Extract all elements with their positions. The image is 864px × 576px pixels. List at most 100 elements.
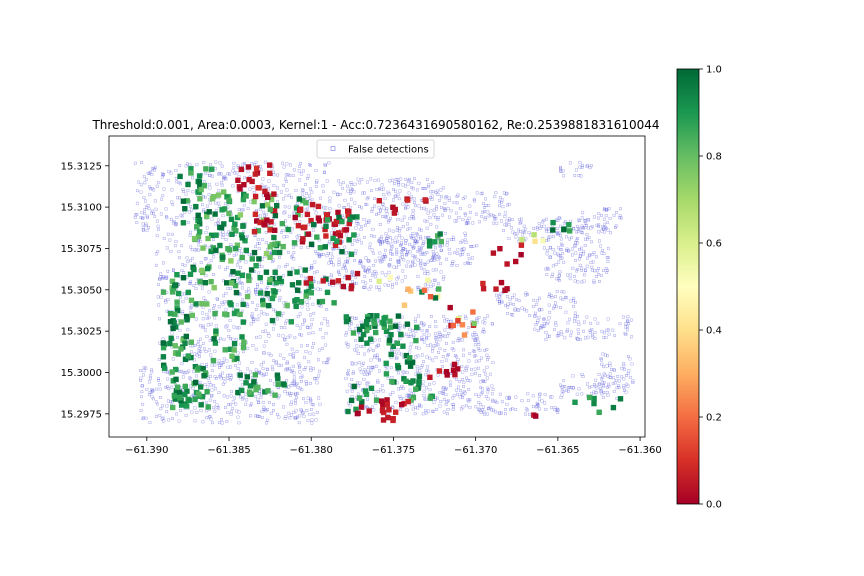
false-detection-point [220,164,224,168]
false-detection-point [337,247,341,250]
false-detection-point [628,357,632,361]
false-detection-point [469,245,473,249]
false-detection-point [300,214,303,218]
false-detection-point [223,380,227,384]
false-detection-point [362,218,366,221]
false-detection-point [471,333,475,337]
false-detection-point [144,224,148,228]
detection-point [260,298,266,304]
false-detection-point [410,195,413,199]
false-detection-point [576,328,580,332]
false-detection-point [423,219,427,223]
false-detection-point [227,403,231,406]
detection-point [386,407,392,413]
false-detection-point [520,306,524,310]
false-detection-point [355,220,359,223]
false-detection-point [478,348,482,352]
false-detection-point [281,161,284,165]
false-detection-point [209,259,213,263]
detection-point [177,395,183,401]
false-detection-point [170,400,174,404]
false-detection-point [490,408,493,412]
false-detection-point [290,382,294,385]
false-detection-point [296,238,300,242]
detection-point [182,356,189,362]
false-detection-point [514,408,518,411]
false-detection-point [553,304,556,308]
false-detection-point [537,222,541,225]
false-detection-point [580,231,584,235]
false-detection-point [417,346,421,350]
false-detection-point [355,344,359,348]
detection-point [234,214,241,221]
detection-point [343,314,349,320]
false-detection-point [146,216,149,220]
colorbar-gradient [676,68,700,505]
false-detection-point [594,378,598,382]
false-detection-point [142,373,145,377]
false-detection-point [261,374,265,378]
false-detection-point [172,220,176,223]
false-detection-point [369,358,373,362]
false-detection-point [560,290,564,294]
false-detection-point [204,231,208,234]
x-tick-label: −61.370 [454,445,497,456]
detection-point [161,362,167,368]
false-detection-point [483,380,487,383]
false-detection-point [271,260,274,264]
false-detection-point [545,229,548,233]
false-detection-point [552,306,555,310]
false-detection-point [498,295,502,299]
false-detection-point [306,246,310,249]
false-detection-point [165,404,169,408]
false-detection-point [421,338,425,341]
detection-point [197,279,203,285]
false-detection-point [155,400,158,404]
false-detection-point [194,287,198,290]
false-detection-point [232,325,236,329]
false-detection-point [543,393,547,396]
false-detection-point [445,318,449,321]
false-detection-point [375,188,379,191]
detection-point [387,274,393,281]
false-detection-point [449,209,453,213]
false-detection-point [290,369,294,373]
detection-point [212,211,218,217]
false-detection-point [261,330,265,333]
false-detection-point [627,369,631,373]
false-detection-point [272,170,275,174]
detection-point [257,275,263,281]
x-axis: −61.390 −61.385 −61.380 −61.375 −61.370 −61.3… [125,437,662,456]
false-detection-point [167,418,171,422]
false-detection-point [308,163,311,166]
false-detection-point [402,397,406,401]
false-detection-point [395,247,398,251]
false-detection-point [381,255,385,259]
false-detection-point [210,369,214,373]
detection-point [303,293,309,299]
false-detection-point [602,384,606,388]
false-detection-point [494,191,498,195]
detection-point [208,232,215,238]
false-detection-point [601,375,604,379]
false-detection-point [356,352,360,355]
false-detection-point [345,389,349,393]
detection-point [550,227,556,233]
false-detection-point [140,384,144,388]
false-detection-point [486,204,490,207]
false-detection-point [242,350,245,354]
false-detection-point [432,213,436,217]
false-detection-point [398,189,402,193]
false-detection-point [257,400,260,404]
false-detection-point [538,397,541,401]
false-detection-point [409,332,413,336]
false-detection-point [306,207,309,211]
false-detection-point [155,387,159,391]
false-detection-point [397,371,400,375]
detection-point [513,258,519,265]
false-detection-point [380,183,384,187]
false-detection-point [516,308,520,312]
false-detection-point [588,166,592,170]
false-detection-point [590,225,594,228]
false-detection-point [379,188,383,191]
